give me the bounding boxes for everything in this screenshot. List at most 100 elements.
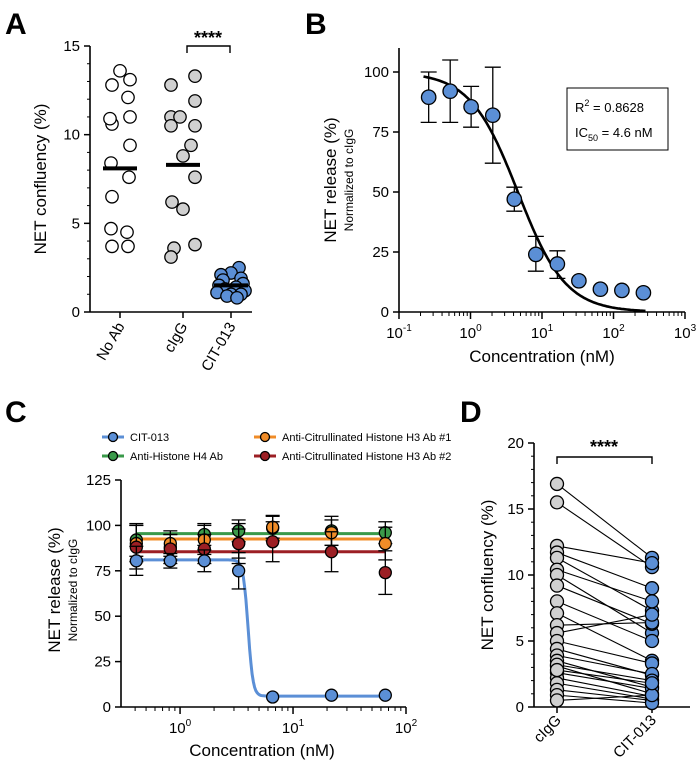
c-point-anti-citrullinated-histone-h3-ab-2 bbox=[265, 535, 280, 549]
b-stats-box bbox=[566, 87, 669, 151]
d-xtick-label: cIgG bbox=[530, 712, 564, 746]
d-pair-line bbox=[556, 694, 653, 701]
a-point-cigg bbox=[173, 110, 187, 124]
d-xtick-label: CIT-013 bbox=[610, 712, 660, 762]
d-point-cigg bbox=[549, 662, 565, 678]
c-legend-item-anti-citrullinated-histone-h3-ab-2: Anti-Citrullinated Histone H3 Ab #2 bbox=[254, 450, 451, 463]
d-pair-line bbox=[556, 654, 653, 675]
a-y-axis-title: NET confluency (%) bbox=[31, 104, 50, 255]
a-ytick-label: 10 bbox=[63, 127, 80, 144]
a-point-no-ab bbox=[123, 72, 137, 87]
d-pair-line bbox=[556, 614, 653, 634]
a-point-no-ab bbox=[105, 239, 119, 254]
d-point-cigg bbox=[549, 606, 565, 621]
a-point-no-ab bbox=[105, 189, 119, 204]
b-xtick-label: 10-1 bbox=[386, 323, 412, 342]
a-point-cigg bbox=[164, 118, 178, 133]
d-pair-line bbox=[556, 640, 653, 664]
b-ytick-label: 0 bbox=[381, 304, 389, 321]
a-point-cigg bbox=[188, 69, 202, 83]
c-legend-item-anti-citrullinated-histone-h3-ab-1: Anti-Citrullinated Histone H3 Ab #1 bbox=[254, 431, 451, 444]
d-pair-line bbox=[556, 669, 653, 684]
panel-letter-d: D bbox=[460, 396, 482, 429]
d-pair-line bbox=[556, 694, 653, 704]
b-point bbox=[614, 282, 630, 299]
a-point-no-ab bbox=[123, 110, 137, 124]
b-point bbox=[463, 98, 479, 115]
c-point-anti-citrullinated-histone-h3-ab-2 bbox=[378, 565, 392, 580]
d-pair-line bbox=[556, 600, 653, 642]
a-point-cigg bbox=[188, 118, 202, 133]
d-pair-line bbox=[556, 664, 653, 682]
d-pair-line bbox=[556, 677, 653, 697]
a-xtick-label: CIT-013 bbox=[198, 320, 239, 375]
panel-letter-a: A bbox=[5, 8, 27, 41]
c-legend-label: Anti-Citrullinated Histone H3 Ab #1 bbox=[282, 432, 451, 444]
c-point-cit-013 bbox=[231, 564, 246, 578]
c-ytick-label: 125 bbox=[86, 472, 111, 489]
b-ytick-label: 25 bbox=[372, 244, 389, 261]
c-legend-label: CIT-013 bbox=[130, 432, 169, 444]
b-ytick-label: 100 bbox=[364, 64, 389, 81]
panel-a: NET confluency (%) 0 5 10 15 No Ab cIgG CIT-0… bbox=[31, 28, 252, 374]
c-y-axis-subtitle: Normalized to cIgG bbox=[66, 539, 80, 642]
d-point-cit-013 bbox=[644, 581, 660, 596]
c-point-cit-013 bbox=[197, 554, 211, 568]
c-xtick-label: 100 bbox=[169, 718, 192, 737]
panel-c: NET release (%) Normalized to cIgG Conce… bbox=[45, 431, 451, 760]
a-point-no-ab bbox=[120, 225, 134, 240]
d-ytick-label: 15 bbox=[507, 501, 524, 518]
panel-letter-b: B bbox=[305, 8, 327, 41]
d-ytick-label: 0 bbox=[516, 699, 524, 716]
c-point-anti-citrullinated-histone-h3-ab-2 bbox=[231, 536, 246, 551]
c-ytick-label: 50 bbox=[94, 608, 111, 625]
c-ytick-label: 75 bbox=[94, 563, 111, 580]
c-legend-label: Anti-Citrullinated Histone H3 Ab #2 bbox=[282, 451, 451, 463]
a-point-cigg bbox=[188, 237, 202, 252]
d-pair-line bbox=[556, 665, 653, 695]
c-fit-cit-013 bbox=[136, 558, 386, 698]
b-ytick-label: 50 bbox=[372, 184, 389, 201]
b-r-squared: R2 = 0.8628 bbox=[575, 98, 644, 115]
d-significance-label: **** bbox=[590, 437, 618, 457]
a-ytick-label: 0 bbox=[72, 304, 80, 321]
a-point-cigg bbox=[188, 94, 202, 108]
d-point-cigg bbox=[549, 594, 565, 609]
a-point-no-ab bbox=[122, 170, 136, 185]
a-significance-label: **** bbox=[194, 28, 222, 48]
a-point-no-ab bbox=[103, 111, 117, 126]
b-point bbox=[527, 246, 544, 263]
c-xtick-label: 101 bbox=[282, 718, 305, 737]
a-point-no-ab bbox=[121, 90, 135, 105]
a-xtick-label: cIgG bbox=[161, 320, 192, 356]
d-pair-line bbox=[556, 612, 653, 662]
b-xtick-label: 101 bbox=[531, 323, 554, 342]
b-xtick-label: 102 bbox=[602, 323, 625, 342]
c-point-cit-013 bbox=[324, 688, 339, 702]
d-point-cit-013 bbox=[644, 555, 660, 571]
c-ytick-label: 0 bbox=[103, 699, 111, 716]
d-point-cit-013 bbox=[644, 594, 660, 609]
b-point bbox=[592, 281, 609, 298]
d-point-cigg bbox=[549, 495, 565, 510]
d-point-cit-013 bbox=[644, 633, 660, 649]
c-point-anti-citrullinated-histone-h3-ab-2 bbox=[324, 545, 339, 559]
b-ic50: IC50 = 4.6 nM bbox=[575, 125, 653, 143]
b-ytick-label: 75 bbox=[372, 124, 389, 141]
d-point-cigg bbox=[549, 693, 565, 708]
c-legend-label: Anti-Histone H4 Ab bbox=[130, 451, 223, 463]
c-x-axis-title: Concentration (nM) bbox=[189, 741, 335, 760]
panel-letter-c: C bbox=[5, 396, 27, 429]
b-point bbox=[484, 107, 501, 124]
a-significance-bracket bbox=[186, 45, 231, 53]
a-point-cigg bbox=[176, 202, 190, 216]
d-pair-line bbox=[556, 672, 653, 690]
c-legend-item-anti-histone-h4-ab: Anti-Histone H4 Ab bbox=[102, 450, 223, 463]
c-legend-item-cit-013: CIT-013 bbox=[102, 431, 169, 444]
d-ytick-label: 5 bbox=[516, 633, 524, 650]
d-point-cit-013 bbox=[644, 687, 660, 703]
d-y-axis-title: NET confluency (%) bbox=[478, 500, 497, 651]
c-point-cit-013 bbox=[163, 554, 177, 568]
a-point-no-ab bbox=[105, 78, 119, 92]
a-point-no-ab bbox=[104, 221, 118, 236]
